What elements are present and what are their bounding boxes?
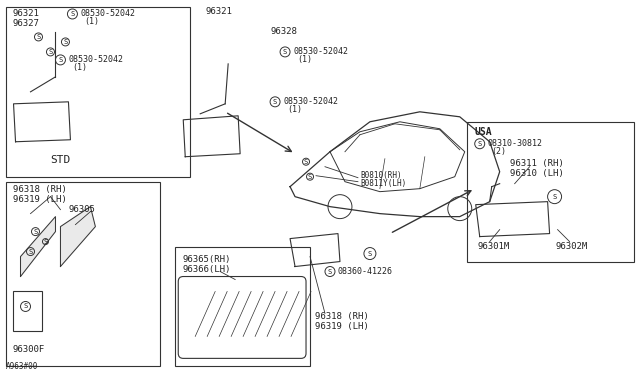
Text: S: S xyxy=(368,251,372,257)
Bar xyxy=(175,247,310,366)
Text: (1): (1) xyxy=(84,17,99,26)
Text: (1): (1) xyxy=(72,63,88,73)
Text: 08360-41226: 08360-41226 xyxy=(338,267,393,276)
Text: 96321: 96321 xyxy=(13,9,40,19)
Text: 96311 (RH): 96311 (RH) xyxy=(509,159,563,168)
Text: 96366(LH): 96366(LH) xyxy=(182,265,230,274)
Bar xyxy=(6,182,160,366)
Text: S: S xyxy=(24,304,28,310)
Text: 08530-52042: 08530-52042 xyxy=(293,47,348,57)
Text: S: S xyxy=(273,99,277,105)
Text: 96301M: 96301M xyxy=(477,242,510,251)
Text: 96305: 96305 xyxy=(68,205,95,214)
Text: 96328: 96328 xyxy=(270,28,297,36)
Text: S: S xyxy=(49,49,52,55)
Text: S: S xyxy=(283,49,287,55)
Text: USA: USA xyxy=(475,127,492,137)
Text: (1): (1) xyxy=(287,105,302,114)
Text: 96319 (LH): 96319 (LH) xyxy=(13,195,67,204)
Bar xyxy=(13,292,42,331)
Text: 08310-30812: 08310-30812 xyxy=(488,139,543,148)
Text: 08530-52042: 08530-52042 xyxy=(283,97,338,106)
Text: S: S xyxy=(58,57,63,63)
Text: A963#00: A963#00 xyxy=(6,362,38,371)
Text: S: S xyxy=(36,34,40,40)
Text: S: S xyxy=(33,229,38,235)
Text: 96319 (LH): 96319 (LH) xyxy=(315,322,369,331)
Text: S: S xyxy=(328,269,332,275)
Text: 08530-52042: 08530-52042 xyxy=(68,55,124,64)
Text: S: S xyxy=(552,194,557,200)
Text: S: S xyxy=(477,141,482,147)
Text: S: S xyxy=(304,159,308,165)
Text: S: S xyxy=(70,11,74,17)
Text: 96302M: 96302M xyxy=(556,242,588,251)
Polygon shape xyxy=(60,206,95,266)
Text: S: S xyxy=(28,248,33,254)
Text: 96310 (LH): 96310 (LH) xyxy=(509,169,563,178)
Text: 96321: 96321 xyxy=(205,7,232,16)
Text: STD: STD xyxy=(51,155,70,165)
Text: S: S xyxy=(63,39,68,45)
Text: 96365(RH): 96365(RH) xyxy=(182,255,230,264)
Bar xyxy=(6,7,190,177)
Text: S: S xyxy=(308,174,312,180)
Text: B0810(RH): B0810(RH) xyxy=(360,171,401,180)
Text: 96327: 96327 xyxy=(13,19,40,29)
Text: 96300F: 96300F xyxy=(13,345,45,354)
Polygon shape xyxy=(20,217,56,276)
Text: 96318 (RH): 96318 (RH) xyxy=(315,312,369,321)
Text: 08530-52042: 08530-52042 xyxy=(81,9,136,19)
Text: 96318 (RH): 96318 (RH) xyxy=(13,185,67,194)
Text: (1): (1) xyxy=(297,55,312,64)
Bar xyxy=(467,122,634,262)
Text: B0811Y(LH): B0811Y(LH) xyxy=(360,179,406,188)
Text: (2): (2) xyxy=(492,147,507,156)
Text: S: S xyxy=(44,238,47,244)
